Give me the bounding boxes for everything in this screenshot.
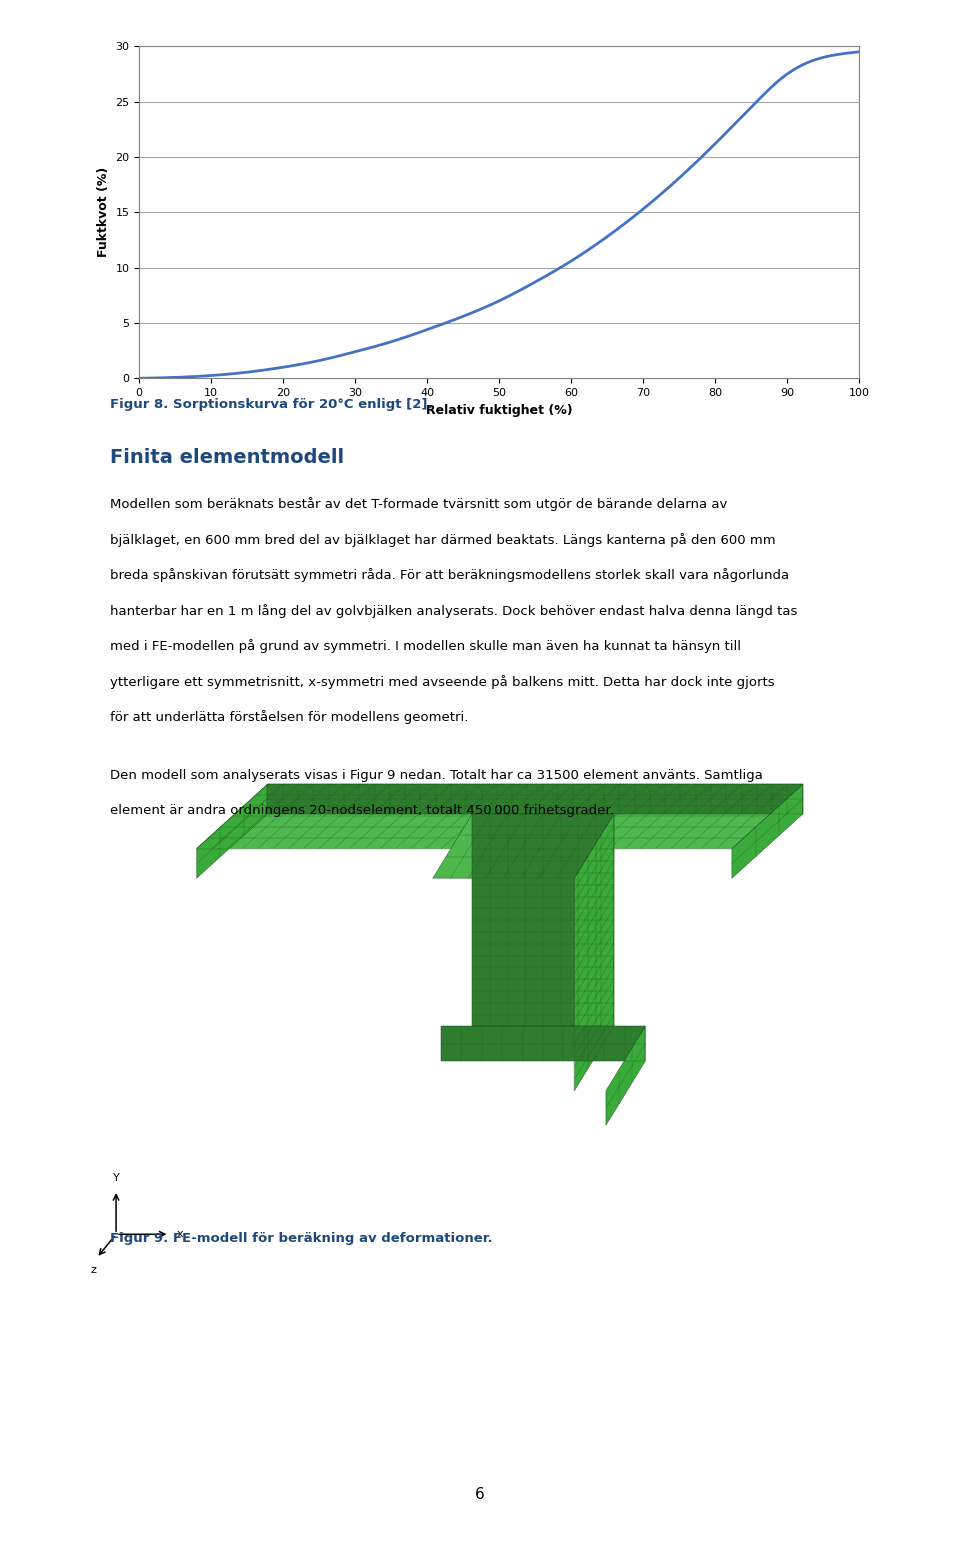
Y-axis label: Fuktkvot (%): Fuktkvot (%) [97,167,109,258]
Text: för att underlätta förståelsen för modellens geometri.: för att underlätta förståelsen för model… [110,710,468,724]
Polygon shape [433,814,613,879]
Text: Den modell som analyserats visas i Figur 9 nedan. Totalt har ca 31500 element an: Den modell som analyserats visas i Figur… [110,769,763,781]
Text: 6: 6 [475,1487,485,1502]
Text: Modellen som beräknats består av det T-formade tvärsnitt som utgör de bärande de: Modellen som beräknats består av det T-f… [110,497,728,511]
Text: element är andra ordningens 20-nodselement, totalt 450 000 frihetsgrader.: element är andra ordningens 20-nodseleme… [110,804,614,817]
Polygon shape [441,1027,645,1061]
Polygon shape [732,784,803,879]
Text: ytterligare ett symmetrisnitt, x-symmetri med avseende på balkens mitt. Detta ha: ytterligare ett symmetrisnitt, x-symmetr… [110,675,775,689]
Text: breda spånskivan förutsätt symmetri råda. För att beräkningsmodellens storlek sk: breda spånskivan förutsätt symmetri råda… [110,568,789,582]
Text: hanterbar har en 1 m lång del av golvbjälken analyserats. Dock behöver endast ha: hanterbar har en 1 m lång del av golvbjä… [110,604,798,618]
Text: x: x [177,1229,183,1240]
Polygon shape [606,1027,645,1126]
Polygon shape [268,784,803,814]
Text: Finita elementmodell: Finita elementmodell [110,448,345,466]
Text: z: z [90,1265,96,1275]
Text: bjälklaget, en 600 mm bred del av bjälklaget har därmed beaktats. Längs kanterna: bjälklaget, en 600 mm bred del av bjälkl… [110,533,776,547]
Text: Figur 8. Sorptionskurva för 20°C enligt [2].: Figur 8. Sorptionskurva för 20°C enligt … [110,398,433,411]
Text: med i FE-modellen på grund av symmetri. I modellen skulle man även ha kunnat ta : med i FE-modellen på grund av symmetri. … [110,639,741,653]
Polygon shape [472,814,613,1027]
Text: Figur 9. FE-modell för beräkning av deformationer.: Figur 9. FE-modell för beräkning av defo… [110,1232,493,1244]
Polygon shape [197,784,803,849]
Text: Y: Y [112,1173,119,1183]
Polygon shape [197,784,268,879]
X-axis label: Relativ fuktighet (%): Relativ fuktighet (%) [426,403,572,417]
Polygon shape [574,814,613,1090]
